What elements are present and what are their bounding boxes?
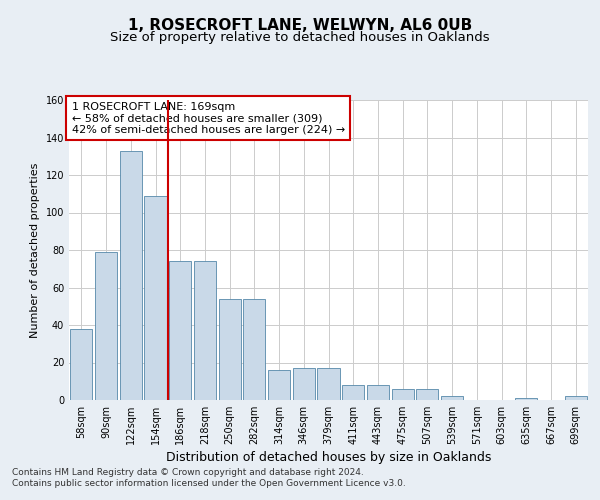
Bar (243, 298, 265, 400)
Bar (194, 261, 216, 400)
Bar (119, 150, 142, 400)
Bar (70, 329, 92, 400)
Bar (515, 398, 538, 400)
Bar (317, 368, 340, 400)
Bar (416, 389, 439, 400)
Bar (441, 396, 463, 400)
Bar (293, 368, 315, 400)
X-axis label: Distribution of detached houses by size in Oaklands: Distribution of detached houses by size … (166, 451, 491, 464)
Bar (95, 252, 117, 400)
Text: Contains HM Land Registry data © Crown copyright and database right 2024.
Contai: Contains HM Land Registry data © Crown c… (12, 468, 406, 487)
Text: Size of property relative to detached houses in Oaklands: Size of property relative to detached ho… (110, 31, 490, 44)
Bar (565, 396, 587, 400)
Bar (145, 196, 167, 400)
Bar (392, 389, 414, 400)
Bar (342, 385, 364, 400)
Bar (218, 298, 241, 400)
Bar (268, 370, 290, 400)
Bar (169, 261, 191, 400)
Y-axis label: Number of detached properties: Number of detached properties (30, 162, 40, 338)
Text: 1 ROSECROFT LANE: 169sqm
← 58% of detached houses are smaller (309)
42% of semi-: 1 ROSECROFT LANE: 169sqm ← 58% of detach… (71, 102, 345, 134)
Bar (367, 385, 389, 400)
Text: 1, ROSECROFT LANE, WELWYN, AL6 0UB: 1, ROSECROFT LANE, WELWYN, AL6 0UB (128, 18, 472, 32)
